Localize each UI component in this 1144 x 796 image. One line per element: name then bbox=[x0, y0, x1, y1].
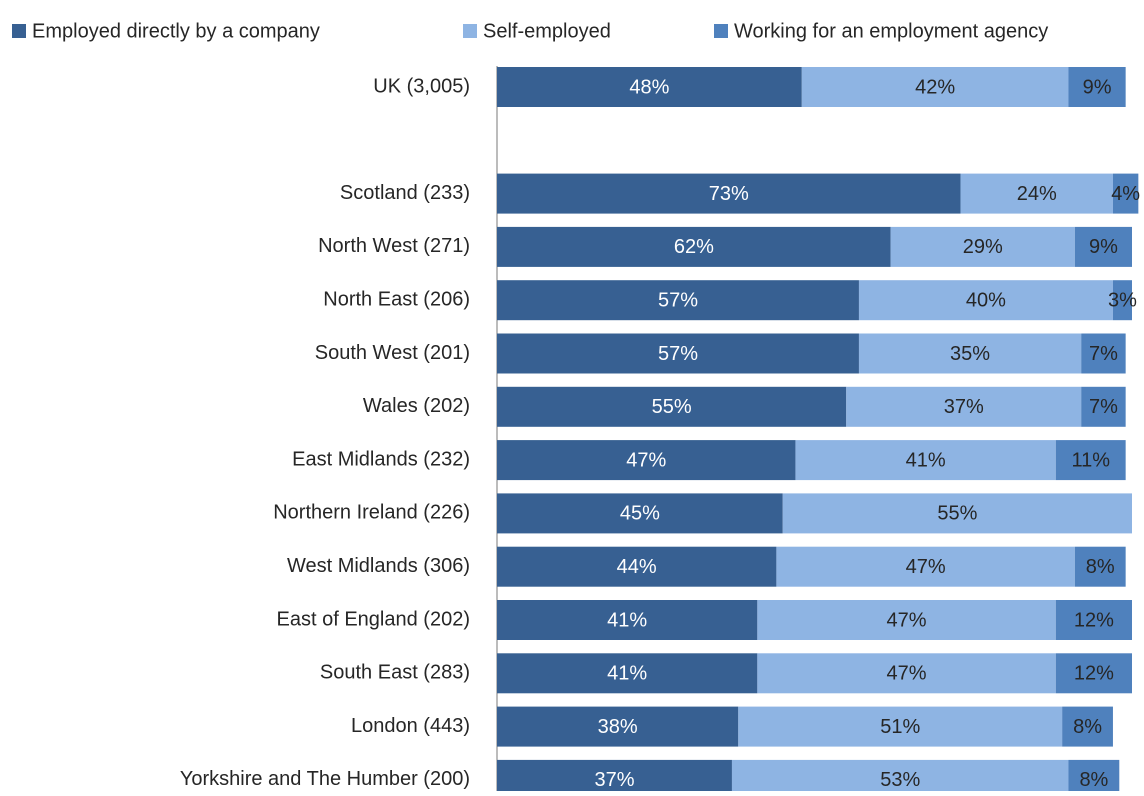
data-label: 4% bbox=[1111, 183, 1140, 205]
bar-segment bbox=[858, 280, 1113, 321]
data-label: 7% bbox=[1089, 396, 1118, 418]
bar-segment bbox=[757, 653, 1056, 694]
data-label: 8% bbox=[1086, 556, 1115, 578]
bar-segment bbox=[497, 226, 891, 267]
bar-segment bbox=[497, 440, 796, 481]
data-label: 48% bbox=[629, 76, 669, 98]
category-label: East Midlands (232) bbox=[292, 448, 470, 470]
data-label: 47% bbox=[887, 609, 927, 631]
data-label: 7% bbox=[1089, 343, 1118, 365]
data-label: 35% bbox=[950, 343, 990, 365]
bar-segment bbox=[738, 706, 1063, 747]
bar-segment bbox=[1068, 67, 1126, 107]
data-label: 3% bbox=[1108, 289, 1137, 311]
legend-swatch bbox=[12, 24, 26, 38]
data-label: 11% bbox=[1071, 449, 1110, 471]
data-label: 9% bbox=[1083, 76, 1112, 98]
data-label: 41% bbox=[607, 609, 647, 631]
bar-segment bbox=[497, 67, 802, 107]
bar-segment bbox=[1112, 173, 1139, 214]
bar-segment bbox=[757, 600, 1056, 640]
data-label: 41% bbox=[607, 663, 647, 685]
data-label: 55% bbox=[652, 396, 692, 418]
data-label: 44% bbox=[617, 556, 657, 578]
data-label: 8% bbox=[1079, 769, 1108, 791]
bar-segment bbox=[497, 546, 777, 587]
data-label: 37% bbox=[594, 769, 634, 791]
bar-segment bbox=[497, 386, 847, 427]
bar-segment bbox=[497, 173, 961, 214]
data-label: 57% bbox=[658, 289, 698, 311]
bar-segment bbox=[1068, 759, 1120, 796]
data-label: 40% bbox=[966, 289, 1006, 311]
data-label: 12% bbox=[1074, 663, 1114, 685]
data-label: 57% bbox=[658, 343, 698, 365]
bar-segment bbox=[960, 173, 1113, 214]
bar-segment bbox=[1074, 226, 1132, 267]
data-label: 53% bbox=[880, 769, 920, 791]
bar-segment bbox=[497, 333, 859, 374]
category-label: North East (206) bbox=[323, 288, 470, 310]
bar-segment bbox=[497, 653, 758, 694]
bar-segment bbox=[497, 280, 859, 321]
bar-segment bbox=[1055, 440, 1126, 481]
data-label: 29% bbox=[963, 236, 1003, 258]
data-label: 47% bbox=[906, 556, 946, 578]
bar-segment bbox=[858, 333, 1082, 374]
legend-swatch bbox=[463, 24, 477, 38]
data-label: 8% bbox=[1073, 716, 1102, 738]
data-label: 24% bbox=[1017, 183, 1057, 205]
category-label: North West (271) bbox=[318, 235, 470, 257]
data-label: 12% bbox=[1074, 609, 1114, 631]
data-label: 55% bbox=[937, 503, 977, 525]
category-label: Wales (202) bbox=[363, 395, 470, 417]
bar-segment bbox=[731, 759, 1069, 796]
category-label: West Midlands (306) bbox=[287, 555, 470, 577]
bar-segment bbox=[1081, 333, 1126, 374]
bar-segment bbox=[782, 493, 1132, 534]
data-label: 41% bbox=[906, 449, 946, 471]
bar-segment bbox=[497, 600, 758, 640]
bar-segment bbox=[1074, 546, 1126, 587]
bar-segment bbox=[890, 226, 1075, 267]
bar-segment bbox=[846, 386, 1082, 427]
bar-segment bbox=[776, 546, 1075, 587]
bar-segment bbox=[1055, 653, 1132, 694]
bar-segment bbox=[1081, 386, 1126, 427]
legend-label: Employed directly by a company bbox=[32, 20, 320, 42]
category-label: South West (201) bbox=[315, 342, 470, 364]
category-label: London (443) bbox=[351, 715, 470, 737]
data-label: 51% bbox=[880, 716, 920, 738]
data-label: 38% bbox=[598, 716, 638, 738]
bar-segment bbox=[1062, 706, 1113, 747]
category-label: UK (3,005) bbox=[373, 75, 470, 97]
bar-segment bbox=[497, 706, 739, 747]
legend-label: Working for an employment agency bbox=[734, 20, 1048, 42]
data-label: 62% bbox=[674, 236, 714, 258]
data-label: 37% bbox=[944, 396, 984, 418]
bar-segment bbox=[497, 759, 732, 796]
bar-segment bbox=[1055, 600, 1132, 640]
category-label: South East (283) bbox=[320, 662, 470, 684]
category-label: Scotland (233) bbox=[340, 182, 470, 204]
data-label: 47% bbox=[887, 663, 927, 685]
data-label: 47% bbox=[626, 449, 666, 471]
data-label: 73% bbox=[709, 183, 749, 205]
bar-segment bbox=[795, 440, 1056, 481]
data-label: 45% bbox=[620, 503, 660, 525]
data-label: 42% bbox=[915, 76, 955, 98]
category-label: East of England (202) bbox=[277, 608, 470, 630]
category-label: Northern Ireland (226) bbox=[273, 502, 470, 524]
category-label: Yorkshire and The Humber (200) bbox=[180, 768, 470, 790]
legend-label: Self-employed bbox=[483, 20, 611, 42]
legend-swatch bbox=[714, 24, 728, 38]
bar-segment bbox=[801, 67, 1069, 107]
bar-segment bbox=[497, 493, 783, 534]
bar-segment bbox=[1112, 280, 1132, 321]
data-label: 9% bbox=[1089, 236, 1118, 258]
